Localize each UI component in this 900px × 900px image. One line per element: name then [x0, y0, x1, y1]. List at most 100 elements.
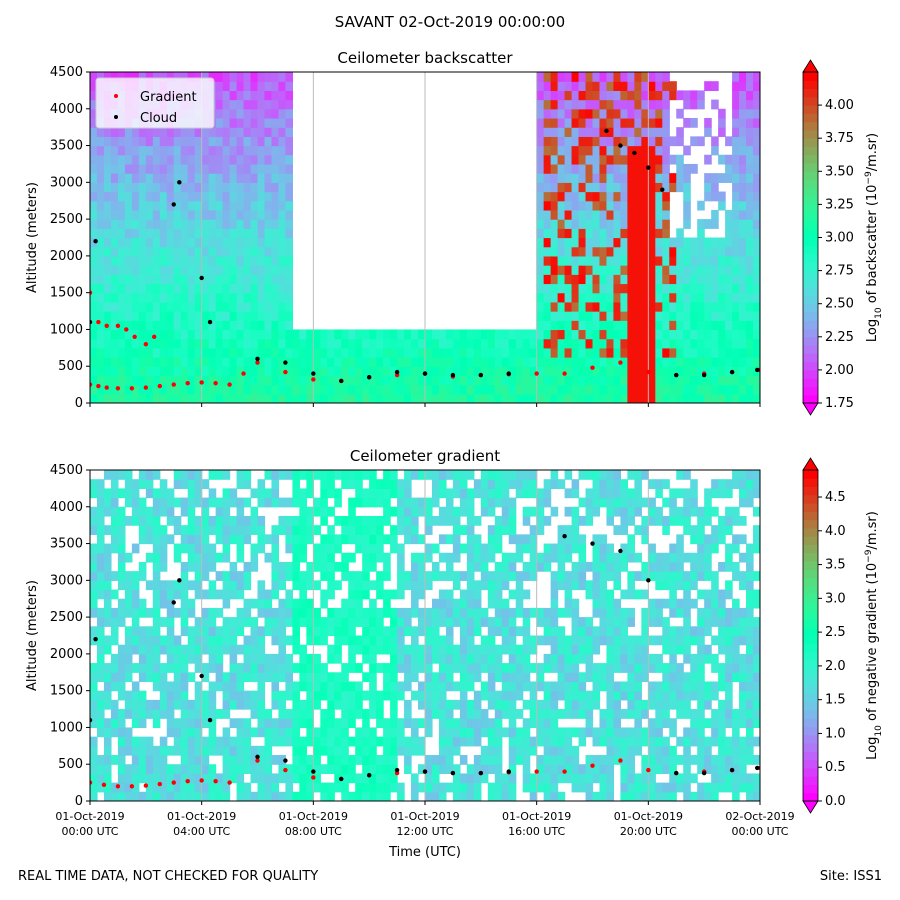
colorbar-swatch: [803, 577, 818, 587]
colorbar-swatch: [803, 369, 818, 379]
y-tick-label: 3500: [50, 139, 83, 154]
colorbar-tick-label: 3.50: [825, 164, 854, 179]
y-tick-label: 3500: [50, 537, 83, 552]
cloud-point: [199, 275, 204, 281]
colorbar-tick-label: 2.50: [825, 297, 854, 312]
panel-title: Ceilometer gradient: [350, 447, 500, 465]
colorbar-swatch: [803, 80, 818, 90]
colorbar-swatch: [803, 204, 818, 214]
colorbar-swatch: [803, 511, 818, 521]
colorbar-swatch: [803, 121, 818, 131]
colorbar-swatch: [803, 767, 818, 777]
x-tick-label: 00:00 UTC: [61, 825, 118, 838]
cloud-point: [255, 754, 260, 760]
gradient-point: [143, 341, 149, 347]
y-tick-label: 1500: [50, 684, 83, 699]
heatmap-field-backscatter: [90, 72, 760, 403]
colorbar-swatch: [803, 245, 818, 255]
gradient-point: [115, 386, 121, 391]
x-tick-label: 12:00 UTC: [396, 825, 453, 838]
colorbar-swatch: [803, 113, 818, 123]
gradient-point: [213, 778, 218, 784]
figure-title: SAVANT 02-Oct-2019 00:00:00: [334, 13, 566, 31]
cloud-point: [394, 767, 400, 773]
gradient-point: [590, 365, 595, 370]
colorbar-swatch: [803, 594, 818, 603]
x-tick-label: 02-Oct-2019: [725, 810, 794, 823]
colorbar-extend-bottom: [802, 402, 819, 416]
colorbar-tick-label: 1.5: [825, 693, 846, 708]
colorbar-swatch: [803, 303, 818, 313]
colorbar-swatch: [803, 643, 818, 653]
x-tick-label: 01-Oct-2019: [390, 810, 459, 823]
cloud-point: [93, 636, 98, 642]
colorbar-swatch: [803, 353, 818, 363]
gradient-point: [104, 385, 109, 390]
cloud-point: [207, 319, 213, 325]
colorbar-tick-label: 4.5: [825, 490, 846, 505]
colorbar-swatch: [803, 138, 818, 147]
cloud-point: [660, 187, 665, 192]
legend-label: Cloud: [140, 111, 177, 126]
cloud-point: [422, 371, 428, 376]
gradient-point: [646, 767, 651, 773]
colorbar-swatch: [803, 701, 818, 711]
legend-marker: [114, 115, 118, 119]
colorbar-tick-label: 2.75: [825, 264, 854, 279]
x-tick-label: 16:00 UTC: [508, 825, 565, 838]
colorbar-swatch: [803, 527, 818, 537]
colorbar-tick-label: 0.5: [825, 760, 846, 775]
panel-title: Ceilometer backscatter: [337, 49, 513, 67]
colorbar-label: Log10 of backscatter (10−9/m.sr): [864, 133, 884, 342]
colorbar-swatch: [803, 262, 818, 272]
gradient-point: [143, 783, 149, 788]
gradient-point: [115, 323, 121, 328]
colorbar-swatch: [803, 196, 818, 205]
colorbar-swatch: [803, 328, 818, 338]
colorbar-swatch: [803, 386, 818, 396]
colorbar-swatch: [803, 336, 818, 346]
colorbar-swatch: [803, 96, 818, 106]
colorbar-swatch: [803, 792, 818, 802]
gradient-point: [534, 769, 539, 774]
colorbar-extend-top: [802, 457, 819, 471]
colorbar-swatch: [803, 610, 818, 620]
x-tick-label: 00:00 UTC: [731, 825, 788, 838]
colorbar-tick-label: 2.25: [825, 330, 854, 345]
colorbar-swatch: [803, 561, 818, 570]
cloud-point: [283, 360, 288, 365]
cloud-point: [207, 717, 213, 723]
colorbar-tick-label: 3.0: [825, 591, 846, 606]
gradient-point: [90, 382, 93, 387]
colorbar-tick-label: 0.0: [825, 794, 846, 809]
colorbar-swatch: [803, 552, 818, 562]
x-tick-label: 08:00 UTC: [285, 825, 342, 838]
cloud-point: [177, 578, 182, 583]
colorbar-swatch: [803, 295, 818, 305]
heatmap-field-gradient: [90, 470, 760, 801]
cloud-point: [171, 202, 176, 207]
colorbar-frame: [802, 469, 819, 802]
colorbar-tick-label: 3.00: [825, 231, 854, 246]
cloud-point: [590, 541, 595, 546]
y-axis-label: Altitude (meters): [25, 182, 40, 293]
colorbar-swatch: [803, 784, 818, 794]
colorbar-swatch: [803, 72, 818, 81]
y-tick-label: 4000: [50, 102, 83, 117]
colorbar-swatch: [803, 220, 818, 230]
gradient-point: [185, 380, 190, 386]
y-tick-label: 2000: [50, 249, 83, 264]
cloud-point: [701, 372, 707, 378]
colorbar-swatch: [803, 179, 818, 189]
cloud-point: [450, 372, 456, 378]
colorbar-swatch: [803, 229, 818, 238]
x-tick-label: 01-Oct-2019: [614, 810, 683, 823]
gradient-point: [255, 360, 260, 365]
y-tick-label: 0: [75, 794, 83, 809]
colorbar-swatch: [803, 536, 818, 545]
gradient-point: [534, 371, 539, 376]
cloud-point: [632, 150, 637, 156]
cloud-point: [478, 770, 484, 776]
colorbar-swatch: [803, 627, 818, 636]
gradient-point: [562, 769, 567, 774]
